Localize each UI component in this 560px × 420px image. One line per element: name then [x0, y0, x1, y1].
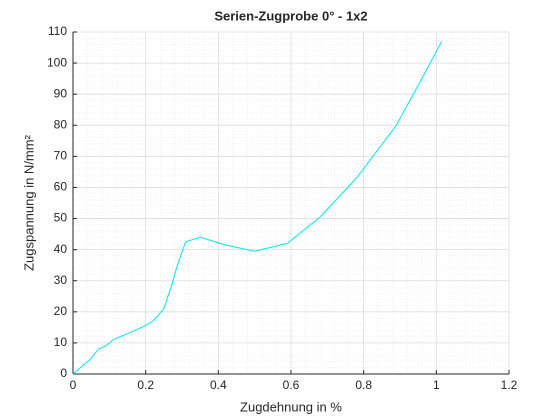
y-tick-label: 100 — [47, 55, 67, 69]
y-tick-label: 0 — [60, 366, 67, 380]
y-tick-label: 30 — [54, 273, 68, 287]
y-tick-label: 80 — [54, 117, 68, 131]
x-tick-label: 0.2 — [137, 378, 154, 392]
x-axis-label: Zugdehnung in % — [240, 399, 342, 414]
y-tick-label: 110 — [48, 24, 67, 38]
y-tick-label: 20 — [54, 304, 68, 318]
y-tick-label: 60 — [54, 180, 68, 194]
chart-title: Serien-Zugprobe 0° - 1x2 — [214, 8, 367, 23]
y-tick-label: 40 — [54, 242, 68, 256]
x-tick-label: 0.8 — [355, 378, 372, 392]
x-tick-label: 0 — [70, 378, 77, 392]
y-axis-label: Zugspannung in N/mm² — [21, 134, 36, 271]
y-tick-label: 90 — [54, 86, 68, 100]
y-tick-label: 10 — [54, 335, 68, 349]
x-tick-label: 0.6 — [283, 378, 300, 392]
x-tick-label: 0.4 — [210, 378, 227, 392]
x-tick-label: 1.2 — [501, 378, 518, 392]
y-tick-label: 70 — [54, 149, 68, 163]
x-tick-label: 1 — [433, 378, 440, 392]
y-tick-label: 50 — [54, 211, 68, 225]
data-line — [72, 41, 443, 375]
